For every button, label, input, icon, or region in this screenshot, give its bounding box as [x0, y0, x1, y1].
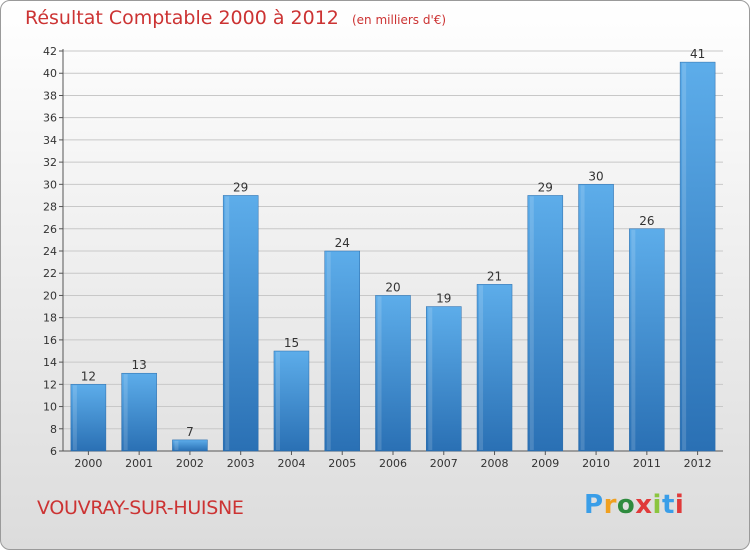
bar-value-label: 21 — [487, 269, 502, 283]
y-tick-label: 16 — [43, 334, 57, 347]
x-tick-label: 2011 — [633, 457, 661, 470]
bars — [70, 61, 716, 452]
bar-value-label: 15 — [284, 336, 299, 350]
logo-letter: t — [661, 490, 675, 520]
bar — [578, 184, 614, 452]
y-tick-label: 28 — [43, 201, 57, 214]
bar-value-label: 26 — [639, 214, 654, 228]
y-tick-label: 40 — [43, 67, 57, 80]
bar-value-label: 30 — [588, 169, 603, 183]
y-tick-label: 30 — [43, 178, 57, 191]
logo-letter: P — [584, 490, 604, 520]
y-tick-label: 20 — [43, 289, 57, 302]
bar-highlight — [428, 307, 433, 450]
logo-letter: r — [603, 490, 617, 520]
x-tick-label: 2003 — [227, 457, 255, 470]
bar — [476, 284, 513, 452]
x-tick-label: 2004 — [277, 457, 305, 470]
proxiti-logo: Proxiti — [584, 490, 684, 520]
logo-letter: x — [635, 490, 653, 520]
y-tick-label: 10 — [43, 401, 57, 414]
place-name: VOUVRAY-SUR-HUISNE — [37, 497, 244, 519]
bar — [172, 439, 208, 452]
x-tick-label: 2002 — [176, 457, 204, 470]
bar-value-label: 41 — [690, 47, 705, 61]
x-tick-label: 2008 — [481, 457, 509, 470]
bar-highlight — [479, 285, 484, 450]
bar-value-label: 7 — [186, 425, 194, 439]
y-tick-label: 32 — [43, 156, 57, 169]
bar-value-label: 12 — [81, 369, 96, 383]
bar-value-label: 29 — [233, 180, 248, 194]
y-tick-label: 36 — [43, 112, 57, 125]
y-tick-label: 42 — [43, 45, 57, 58]
x-tick-label: 2001 — [125, 457, 153, 470]
y-tick-label: 38 — [43, 89, 57, 102]
y-tick-label: 22 — [43, 267, 57, 280]
bar — [273, 350, 310, 452]
bar — [679, 61, 716, 452]
chart-subtitle: (en milliers d'€) — [351, 13, 447, 27]
bar-highlight — [326, 252, 331, 450]
labels: 6 8 10 12 14 16 18 20 22 24 26 28 30 32 34 36 38 40 42 12 20… — [43, 45, 712, 470]
bar-highlight — [580, 185, 585, 451]
y-tick-label: 6 — [50, 445, 57, 458]
y-tick-label: 34 — [43, 134, 57, 147]
y-tick-label: 26 — [43, 223, 57, 236]
x-tick-label: 2006 — [379, 457, 407, 470]
x-tick-label: 2012 — [684, 457, 712, 470]
bar-highlight — [72, 385, 77, 450]
bar-highlight — [631, 229, 636, 450]
bar-highlight — [225, 196, 230, 450]
logo-letter: i — [652, 490, 662, 520]
y-tick-label: 8 — [50, 423, 57, 436]
bar-value-label: 20 — [385, 280, 400, 294]
bar-value-label: 13 — [132, 358, 147, 372]
bar-value-label: 24 — [335, 236, 350, 250]
x-tick-label: 2009 — [531, 457, 559, 470]
bar — [70, 384, 107, 452]
bar — [324, 250, 360, 452]
x-tick-label: 2007 — [430, 457, 458, 470]
title-row: Résultat Comptable 2000 à 2012 (en milli… — [25, 7, 446, 29]
x-tick-label: 2000 — [74, 457, 102, 470]
logo-letter: o — [616, 490, 636, 520]
bar-highlight — [275, 352, 280, 450]
bar-highlight — [529, 196, 534, 450]
bar-highlight — [123, 374, 128, 450]
logo-letter: i — [674, 490, 685, 520]
y-tick-label: 14 — [43, 356, 57, 369]
bar — [222, 195, 259, 452]
bar — [629, 228, 665, 452]
bar-value-label: 29 — [538, 180, 553, 194]
y-tick-label: 24 — [43, 245, 57, 258]
bar — [527, 195, 564, 452]
x-tick-label: 2010 — [582, 457, 610, 470]
x-tick-label: 2005 — [328, 457, 356, 470]
bar-highlight — [174, 440, 179, 450]
bar-value-label: 19 — [436, 292, 451, 306]
bar — [121, 372, 157, 452]
bar — [426, 306, 462, 452]
y-tick-label: 12 — [43, 378, 57, 391]
y-tick-label: 18 — [43, 312, 57, 325]
bar-highlight — [377, 296, 382, 450]
bar-highlight — [682, 63, 687, 450]
chart-title: Résultat Comptable 2000 à 2012 — [25, 7, 339, 29]
bar — [375, 295, 411, 452]
